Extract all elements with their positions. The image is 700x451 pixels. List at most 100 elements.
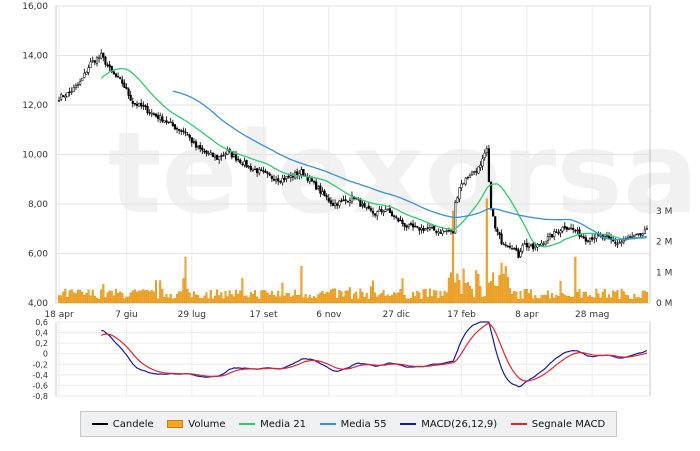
- volume-bar: [68, 290, 71, 304]
- volume-bar: [243, 296, 246, 304]
- legend-item: Segnale MACD: [510, 419, 605, 430]
- volume-bar: [102, 284, 105, 304]
- candle-body: [138, 102, 141, 107]
- candle-body: [593, 237, 596, 240]
- volume-bar: [152, 291, 155, 304]
- date-tick-label: 28 mag: [575, 310, 609, 320]
- candle-body: [131, 101, 134, 104]
- candle-body: [123, 82, 126, 88]
- candle-body: [251, 168, 255, 171]
- candle-body: [106, 64, 109, 67]
- candle-body: [515, 247, 518, 251]
- candle-body: [451, 231, 455, 234]
- candle-body: [466, 176, 469, 179]
- volume-bar: [551, 293, 554, 304]
- candle-body: [218, 156, 221, 161]
- candle-body: [584, 237, 587, 242]
- volume-bar: [363, 296, 366, 304]
- legend-label: Volume: [188, 418, 226, 430]
- legend-swatch: [91, 423, 108, 425]
- volume-bar: [353, 293, 356, 304]
- candle-body: [470, 171, 474, 176]
- volume-bar: [306, 298, 309, 304]
- macd-series-line: [101, 321, 648, 388]
- volume-bar: [487, 282, 490, 304]
- volume-bar: [331, 288, 334, 304]
- candle-body: [270, 176, 273, 179]
- volume-bar: [91, 289, 94, 304]
- volume-bar: [498, 274, 501, 304]
- volume-tick-label: 2 M: [656, 238, 672, 248]
- macd-tick-label: 0: [43, 350, 48, 359]
- candle-body: [378, 209, 381, 212]
- volume-bar: [114, 288, 117, 304]
- candle-body: [464, 177, 467, 185]
- candle-body: [66, 92, 69, 98]
- candle-body: [57, 100, 61, 102]
- volume-bar: [631, 299, 634, 304]
- candle-body: [458, 187, 461, 200]
- volume-bar: [401, 278, 404, 304]
- candle-body: [411, 223, 415, 228]
- candle-body: [121, 79, 124, 84]
- volume-bar: [466, 282, 469, 304]
- macd-tick-label: -0,4: [32, 371, 48, 380]
- volume-bar: [304, 294, 307, 304]
- volume-bar: [439, 291, 442, 304]
- volume-bar: [586, 296, 589, 304]
- candle-body: [479, 164, 482, 168]
- volume-bar: [582, 291, 585, 304]
- macd-tick-label: -0,2: [32, 360, 48, 369]
- volume-bar: [367, 298, 370, 304]
- date-tick-label: 27 dic: [382, 310, 410, 320]
- volume-bar: [258, 298, 261, 304]
- legend-swatch: [319, 423, 336, 425]
- legend-label: Media 55: [340, 418, 387, 430]
- volume-bar: [506, 277, 509, 304]
- volume-bar: [532, 298, 535, 304]
- volume-bar: [72, 292, 75, 304]
- candle-body: [430, 227, 434, 229]
- candle-body: [506, 245, 509, 248]
- candle-body: [289, 175, 292, 178]
- candle-body: [420, 227, 423, 230]
- volume-bar: [542, 294, 545, 304]
- volume-bar: [393, 292, 396, 304]
- volume-bar: [184, 256, 187, 304]
- candle-body: [371, 210, 375, 214]
- volume-bar: [374, 292, 377, 304]
- volume-bar: [589, 295, 592, 304]
- candle-body: [525, 242, 528, 248]
- candle-body: [333, 202, 337, 206]
- volume-bar: [397, 292, 400, 304]
- volume-bar: [142, 289, 145, 304]
- candle-body: [312, 181, 316, 183]
- volume-bar: [302, 297, 305, 304]
- volume-bar: [325, 291, 328, 304]
- candle-body: [397, 218, 400, 222]
- candle-body: [85, 71, 88, 75]
- candle-body: [622, 240, 625, 243]
- candle-body: [175, 128, 179, 130]
- volume-bar: [173, 298, 176, 304]
- candle-body: [498, 232, 501, 236]
- candle-body: [388, 208, 391, 213]
- volume-bar: [60, 295, 63, 304]
- candle-body: [237, 158, 240, 161]
- volume-bar: [283, 295, 286, 304]
- candle-body: [127, 88, 130, 96]
- candle-body: [643, 229, 646, 234]
- volume-bar: [355, 291, 358, 304]
- candle-body: [428, 227, 432, 230]
- volume-bar: [414, 296, 417, 304]
- candle-body: [154, 113, 158, 117]
- legend-swatch: [239, 423, 256, 425]
- candle-body: [220, 155, 223, 157]
- volume-bar: [525, 288, 528, 304]
- volume-bar: [635, 297, 638, 304]
- candle-body: [414, 225, 417, 228]
- volume-bar: [150, 289, 153, 304]
- volume-bar: [599, 297, 602, 304]
- volume-bar: [492, 272, 495, 304]
- candle-body: [517, 249, 520, 258]
